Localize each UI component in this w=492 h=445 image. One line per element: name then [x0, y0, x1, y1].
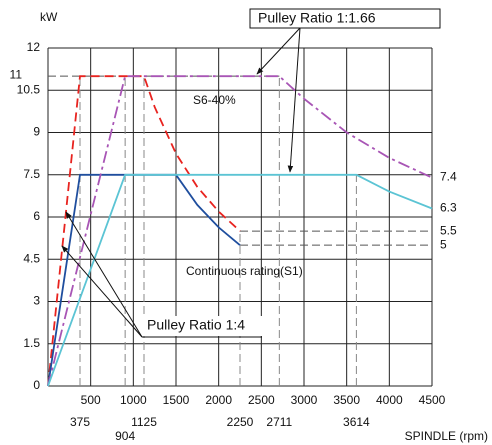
- annotation: Pulley Ratio 1:4: [147, 317, 245, 333]
- x-tick-label: 2000: [205, 393, 232, 407]
- x-tick-label: 4000: [376, 393, 403, 407]
- marker-label: 3614: [343, 415, 370, 429]
- marker-label: 2250: [227, 415, 254, 429]
- arrow: [287, 27, 301, 173]
- y-tick-label: 3: [33, 294, 40, 308]
- arrow: [256, 27, 301, 75]
- y-tick-label: 6: [33, 209, 40, 223]
- marker-label: 2711: [266, 415, 292, 429]
- marker-label: 6.3: [440, 201, 457, 215]
- y-axis-label: kW: [40, 10, 58, 24]
- x-tick-label: 4500: [419, 393, 446, 407]
- y-tick-label: 1.5: [23, 336, 40, 350]
- y-tick-label: 7.5: [23, 167, 40, 181]
- series-line: [47, 75, 433, 387]
- marker-label: 904: [115, 429, 135, 443]
- series: [47, 75, 433, 387]
- marker-label: 11: [10, 67, 23, 81]
- y-tick-label: 12: [27, 40, 41, 54]
- annotation-box: [249, 8, 441, 29]
- marker-label: 1125: [131, 415, 157, 429]
- marker-label: 7.4: [440, 170, 457, 184]
- x-tick-label: 500: [81, 393, 101, 407]
- arrow: [61, 245, 143, 338]
- x-tick-label: 1500: [163, 393, 190, 407]
- annotation: S6-40%: [193, 93, 236, 107]
- series-line: [47, 173, 241, 387]
- x-tick-label: 3500: [333, 393, 360, 407]
- x-tick-label: 2500: [248, 393, 275, 407]
- x-axis-label: SPINDLE (rpm): [405, 429, 488, 443]
- marker-label: 5: [440, 237, 447, 251]
- annotation-box: [142, 316, 262, 336]
- annotation: Continuous rating(S1): [186, 264, 303, 278]
- y-tick-label: 10.5: [17, 82, 41, 96]
- arrow: [65, 211, 143, 338]
- x-tick-label: 1000: [120, 393, 147, 407]
- series-line: [47, 173, 433, 387]
- x-tick-label: 3000: [291, 393, 318, 407]
- annotation: Pulley Ratio 1:1.66: [258, 10, 376, 26]
- marker-label: 375: [70, 415, 90, 429]
- marker-label: 5.5: [440, 223, 457, 237]
- y-tick-label: 0: [33, 378, 40, 392]
- series-line: [47, 75, 241, 387]
- y-tick-label: 9: [33, 125, 40, 139]
- y-tick-label: 4.5: [23, 251, 40, 265]
